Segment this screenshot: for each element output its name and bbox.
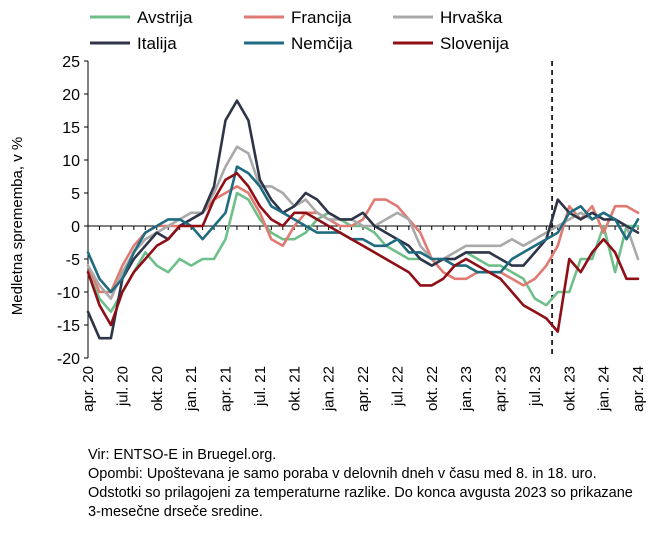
y-tick-label: -10 (57, 285, 80, 302)
line-chart: Avstrija Francija Hrvaška Italija Nemčija Slo… (9, 8, 647, 412)
legend-label: Francija (291, 8, 352, 27)
series-line-hrvaška (86, 145, 640, 300)
x-tick-label: jul. 21 (252, 366, 269, 407)
series-line-slovenija (86, 171, 640, 333)
x-tick-label: apr. 23 (493, 366, 510, 412)
legend-label: Nemčija (291, 34, 353, 53)
y-tick-label: 10 (62, 153, 80, 170)
y-tick-label: -5 (66, 252, 80, 269)
legend-label: Avstrija (137, 8, 193, 27)
y-tick-label: -20 (57, 351, 80, 368)
y-tick-label: 25 (62, 54, 80, 71)
chart-notes: Vir: ENTSO-E in Bruegel.org. Opombi: Upo… (88, 446, 648, 522)
y-tick-label: 0 (71, 219, 80, 236)
x-tick-label: jul. 20 (114, 366, 131, 407)
y-tick-label: -15 (57, 318, 80, 335)
y-tick-label: 5 (71, 186, 80, 203)
x-tick-label: okt. 23 (561, 366, 578, 411)
remarks-note: Opombi: Upoštevana je samo poraba v delo… (88, 466, 633, 520)
plot-area (86, 61, 640, 358)
legend-label: Hrvaška (440, 8, 503, 27)
legend-label: Italija (137, 34, 177, 53)
y-axis-label: Medletna sprememba, v % (9, 137, 26, 315)
legend: Avstrija Francija Hrvaška Italija Nemčija Slo… (90, 8, 510, 53)
y-axis: -20 -15 -10 -5 0 5 10 15 20 25 (57, 54, 89, 368)
x-tick-label: jan. 22 (321, 366, 338, 412)
x-tick-label: okt. 22 (424, 366, 441, 411)
x-tick-label: okt. 20 (149, 366, 166, 411)
x-tick-label: jul. 23 (527, 366, 544, 407)
legend-label: Slovenija (440, 34, 510, 53)
x-tick-label: apr. 20 (80, 366, 97, 412)
x-tick-label: okt. 21 (286, 366, 303, 411)
x-tick-label: jan. 24 (596, 366, 613, 412)
y-tick-label: 20 (62, 87, 80, 104)
x-tick-label: jan. 21 (183, 366, 200, 412)
source-note: Vir: ENTSO-E in Bruegel.org. (88, 447, 277, 463)
x-tick-label: apr. 21 (218, 366, 235, 412)
x-tick-label: jul. 22 (389, 366, 406, 407)
x-tick-label: apr. 24 (630, 366, 647, 412)
x-tick-label: apr. 22 (355, 366, 372, 412)
y-tick-label: 15 (62, 120, 80, 137)
series-line-nemčija (86, 165, 640, 294)
x-tick-label: jan. 23 (458, 366, 475, 412)
x-axis: apr. 20 jul. 20 okt. 20 jan. 21 apr. 21 jul. … (80, 225, 647, 412)
